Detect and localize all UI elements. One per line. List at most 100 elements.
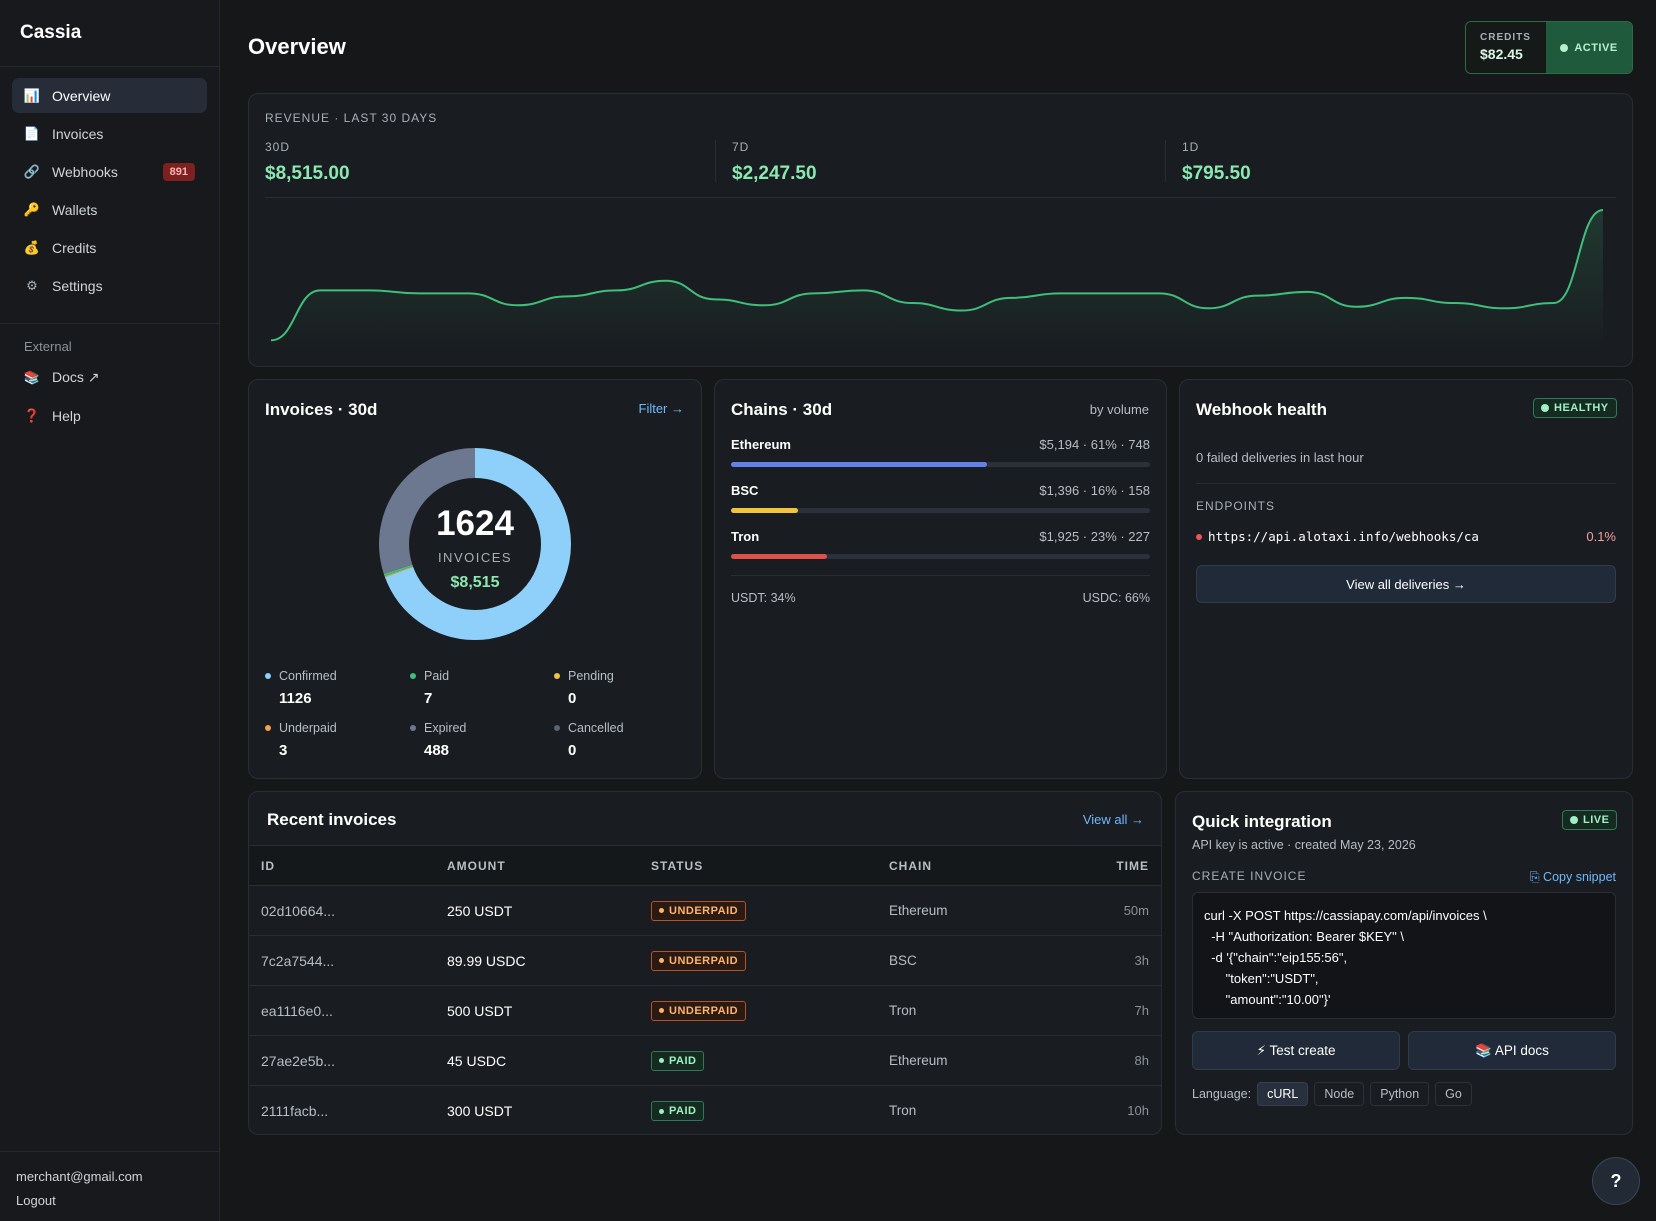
view-all-deliveries-button[interactable]: View all deliveries → bbox=[1196, 565, 1616, 603]
copy-snippet-button[interactable]: ⎘ Copy snippet bbox=[1529, 870, 1616, 884]
invoice-id[interactable]: 02d10664... bbox=[249, 885, 447, 936]
status-badge-label: PAID bbox=[669, 1105, 697, 1117]
invoice-id[interactable]: 7c2a7544... bbox=[249, 935, 447, 986]
column-header-status[interactable]: STATUS bbox=[651, 845, 889, 886]
column-header-id[interactable]: ID bbox=[249, 845, 447, 886]
status-dot-icon bbox=[659, 958, 664, 964]
chain-bar-fill bbox=[731, 508, 799, 513]
revenue-stat-7d: 7D $2,247.50 bbox=[732, 140, 817, 185]
quick-integration-title: Quick integration bbox=[1192, 812, 1332, 831]
table-row[interactable]: 7c2a7544... 89.99 USDC UNDERPAID BSC 3h bbox=[249, 935, 1161, 986]
failed-deliveries-text: 0 failed deliveries in last hour bbox=[1196, 450, 1364, 465]
table-header-row: ID AMOUNT STATUS CHAIN TIME bbox=[249, 845, 1161, 886]
api-docs-button[interactable]: 📚 API docs bbox=[1408, 1031, 1616, 1070]
revenue-sparkline bbox=[270, 209, 1604, 354]
status-badge: UNDERPAID bbox=[651, 950, 747, 971]
revenue-stat-30d: 30D $8,515.00 bbox=[265, 140, 350, 185]
sidebar-item-label: Credits bbox=[52, 239, 97, 256]
sidebar-item-label: Help bbox=[52, 407, 81, 424]
column-header-time[interactable]: TIME bbox=[1059, 845, 1161, 886]
legend-dot-icon bbox=[410, 673, 416, 679]
endpoint-failure-rate: 0.1% bbox=[1586, 529, 1616, 544]
revenue-line bbox=[270, 209, 1604, 342]
legend-value: 0 bbox=[568, 742, 577, 759]
invoice-id[interactable]: ea1116e0... bbox=[249, 985, 447, 1036]
healthy-label: HEALTHY bbox=[1554, 402, 1609, 414]
gear-icon: ⚙ bbox=[26, 277, 38, 293]
legend-dot-icon bbox=[554, 673, 560, 679]
endpoint-row[interactable]: https://api.alotaxi.info/webhooks/ca 0.1… bbox=[1196, 529, 1616, 544]
invoice-status-cell: PAID bbox=[651, 1035, 889, 1086]
column-header-amount[interactable]: AMOUNT bbox=[447, 845, 651, 886]
status-dot-icon bbox=[659, 908, 664, 914]
legend-paid: Paid 7 bbox=[410, 669, 540, 707]
invoice-id[interactable]: 27ae2e5b... bbox=[249, 1035, 447, 1086]
sidebar-item-invoices[interactable]: 📄 Invoices bbox=[12, 116, 207, 151]
legend-value: 3 bbox=[279, 742, 288, 759]
chain-stat: $1,396 · 16% · 158 bbox=[1039, 483, 1150, 498]
app-logo[interactable]: Cassia bbox=[0, 0, 219, 67]
invoice-amount: 45 USDC bbox=[447, 1035, 651, 1086]
live-label: LIVE bbox=[1583, 814, 1610, 826]
chains-divider bbox=[731, 575, 1150, 576]
credits-status-widget[interactable]: CREDITS $82.45 ACTIVE bbox=[1465, 21, 1633, 74]
status-badge: PAID bbox=[651, 1050, 705, 1071]
chain-row-bsc: BSC $1,396 · 16% · 158 bbox=[731, 483, 1150, 513]
language-tab-curl[interactable]: cURL bbox=[1257, 1082, 1309, 1106]
view-all-invoices-link[interactable]: View all → bbox=[1082, 812, 1144, 827]
credits-label: CREDITS bbox=[1480, 32, 1531, 43]
usdc-share: USDC: 66% bbox=[1082, 591, 1150, 605]
table-row[interactable]: ea1116e0... 500 USDT UNDERPAID Tron 7h bbox=[249, 985, 1161, 1036]
sidebar-item-docs[interactable]: 📚 Docs ↗ bbox=[12, 360, 207, 395]
legend-label: Cancelled bbox=[568, 721, 624, 735]
filter-link[interactable]: Filter → bbox=[638, 401, 685, 416]
help-button[interactable]: ? bbox=[1592, 1157, 1640, 1205]
sidebar-item-webhooks[interactable]: 🔗 Webhooks 891 bbox=[12, 154, 207, 189]
recent-invoices-table: ID AMOUNT STATUS CHAIN TIME 02d10664... … bbox=[249, 845, 1161, 1135]
language-tab-python[interactable]: Python bbox=[1370, 1082, 1430, 1106]
table-row[interactable]: 02d10664... 250 USDT UNDERPAID Ethereum … bbox=[249, 885, 1161, 936]
sidebar-item-settings[interactable]: ⚙ Settings bbox=[12, 268, 207, 303]
chain-row-ethereum: Ethereum $5,194 · 61% · 748 bbox=[731, 437, 1150, 467]
recent-invoices-card: Recent invoices View all → ID AMOUNT STA… bbox=[248, 791, 1162, 1135]
api-key-status: API key is active · created May 23, 2026 bbox=[1192, 838, 1416, 852]
webhook-card-title: Webhook health bbox=[1196, 400, 1327, 419]
language-tab-node[interactable]: Node bbox=[1314, 1082, 1365, 1106]
column-header-chain[interactable]: CHAIN bbox=[889, 845, 1059, 886]
invoice-chain: Tron bbox=[889, 985, 1059, 1036]
invoices-card-title: Invoices · 30d bbox=[265, 400, 378, 419]
legend-label: Expired bbox=[424, 721, 467, 735]
invoices-card: Invoices · 30d Filter → 1624 INVOICES $8… bbox=[248, 379, 702, 779]
credits-balance: CREDITS $82.45 bbox=[1466, 22, 1546, 73]
invoice-id[interactable]: 2111facb... bbox=[261, 1102, 329, 1119]
invoice-status-cell: UNDERPAID bbox=[651, 985, 889, 1036]
key-icon: 🔑 bbox=[23, 201, 41, 217]
logout-link[interactable]: Logout bbox=[16, 1193, 56, 1208]
invoice-status-cell: UNDERPAID bbox=[651, 885, 889, 936]
chain-stat: $5,194 · 61% · 748 bbox=[1039, 437, 1150, 452]
chain-row-tron: Tron $1,925 · 23% · 227 bbox=[731, 529, 1150, 559]
books-icon: 📚 bbox=[23, 369, 41, 385]
revenue-area bbox=[271, 210, 1603, 354]
credits-value: $82.45 bbox=[1480, 46, 1523, 62]
sidebar-item-overview[interactable]: 📊 Overview bbox=[12, 78, 207, 113]
test-create-button[interactable]: ⚡ Test create bbox=[1192, 1031, 1400, 1070]
legend-expired: Expired 488 bbox=[410, 721, 540, 759]
sidebar-item-help[interactable]: ❓ Help bbox=[12, 398, 207, 433]
endpoints-label: ENDPOINTS bbox=[1196, 499, 1276, 513]
table-row[interactable]: 27ae2e5b... 45 USDC PAID Ethereum 8h bbox=[249, 1035, 1161, 1086]
legend-label: Underpaid bbox=[279, 721, 337, 735]
sidebar-item-credits[interactable]: 💰 Credits bbox=[12, 230, 207, 265]
legend-dot-icon bbox=[265, 673, 271, 679]
chain-bar-fill bbox=[731, 554, 828, 559]
status-label: ACTIVE bbox=[1574, 41, 1618, 54]
invoice-chain: Ethereum bbox=[889, 1035, 1059, 1086]
code-snippet[interactable]: curl -X POST https://cassiapay.com/api/i… bbox=[1192, 892, 1616, 1019]
invoice-status-cell: UNDERPAID bbox=[651, 935, 889, 986]
donut-total-label: INVOICES bbox=[438, 550, 512, 565]
invoice-amount: 300 USDT bbox=[447, 1102, 513, 1119]
language-tab-go[interactable]: Go bbox=[1435, 1082, 1472, 1106]
sidebar-item-wallets[interactable]: 🔑 Wallets bbox=[12, 192, 207, 227]
chain-bar-track bbox=[731, 462, 1150, 467]
table-row[interactable]: 2111facb... 300 USDT PAID Tron 10h bbox=[249, 1086, 1161, 1135]
